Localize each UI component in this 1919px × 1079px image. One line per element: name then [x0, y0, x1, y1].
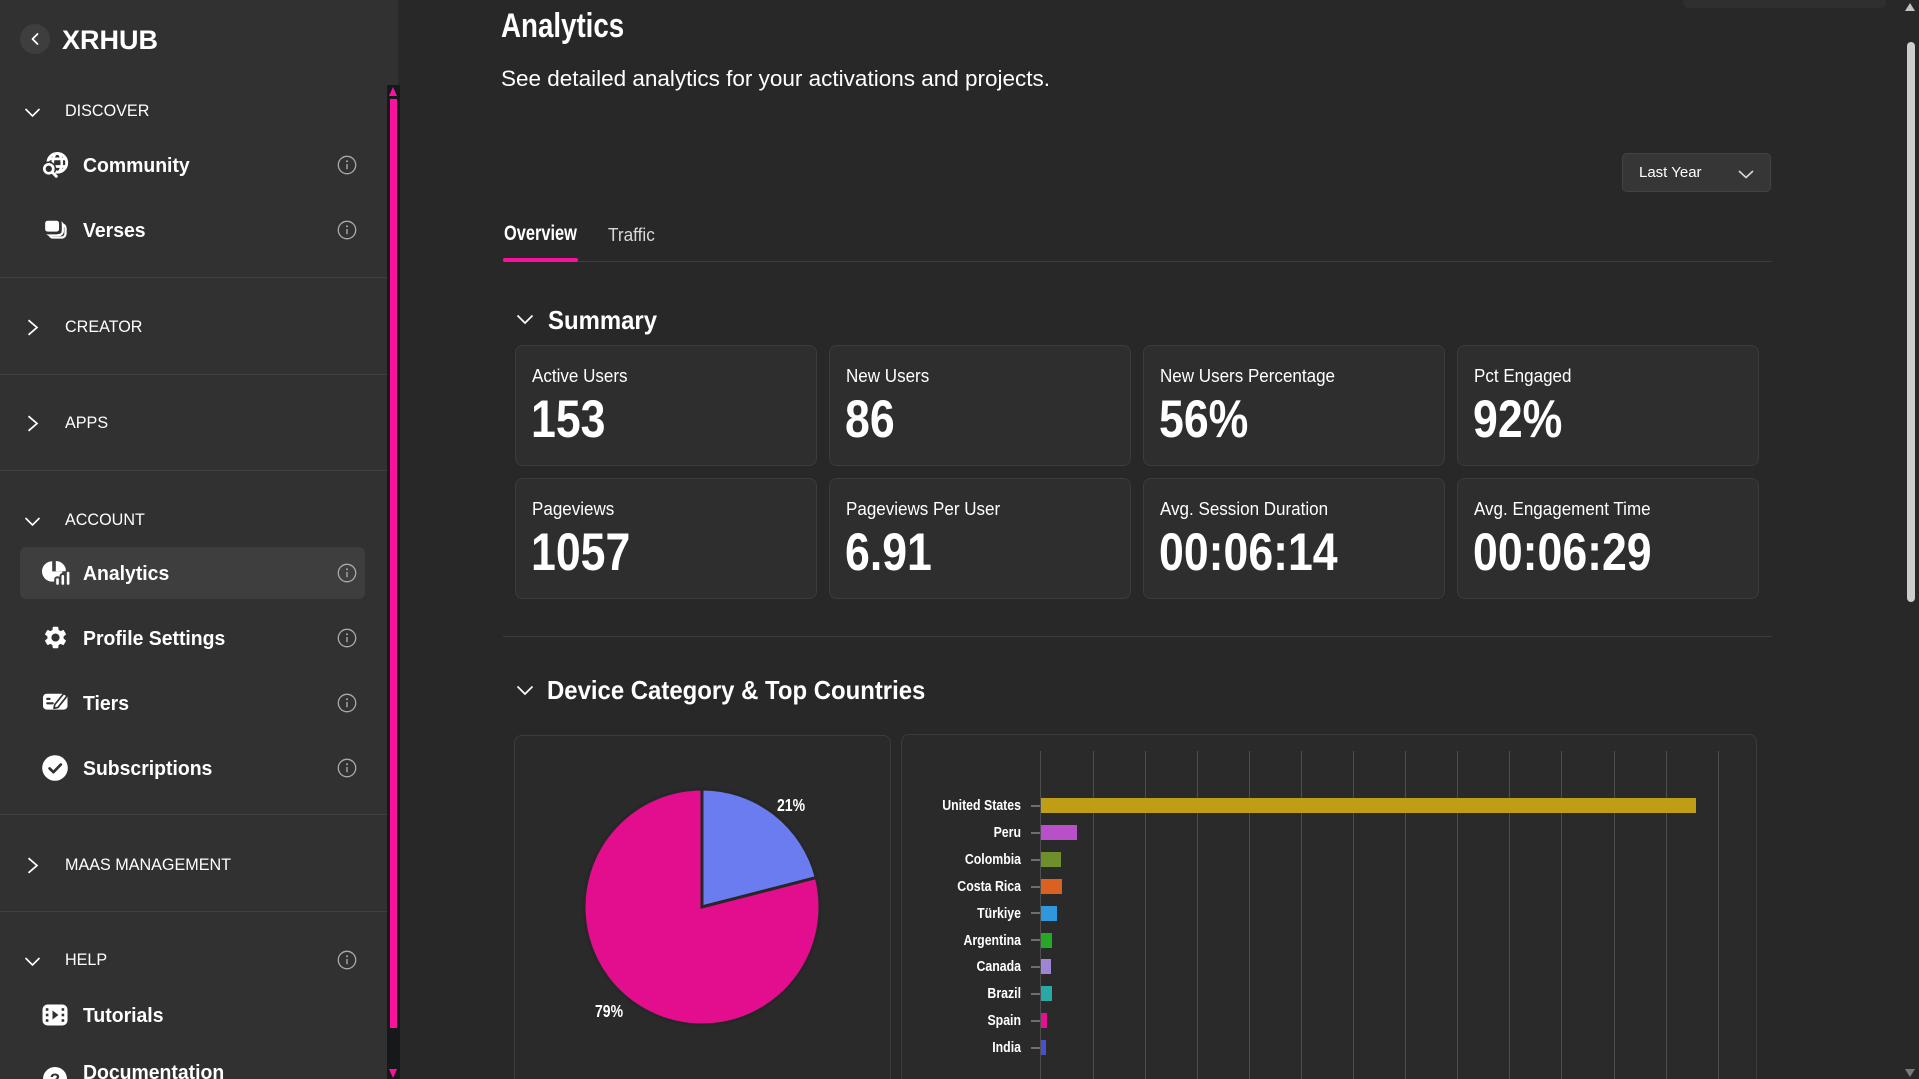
- svg-text:?: ?: [50, 1070, 60, 1079]
